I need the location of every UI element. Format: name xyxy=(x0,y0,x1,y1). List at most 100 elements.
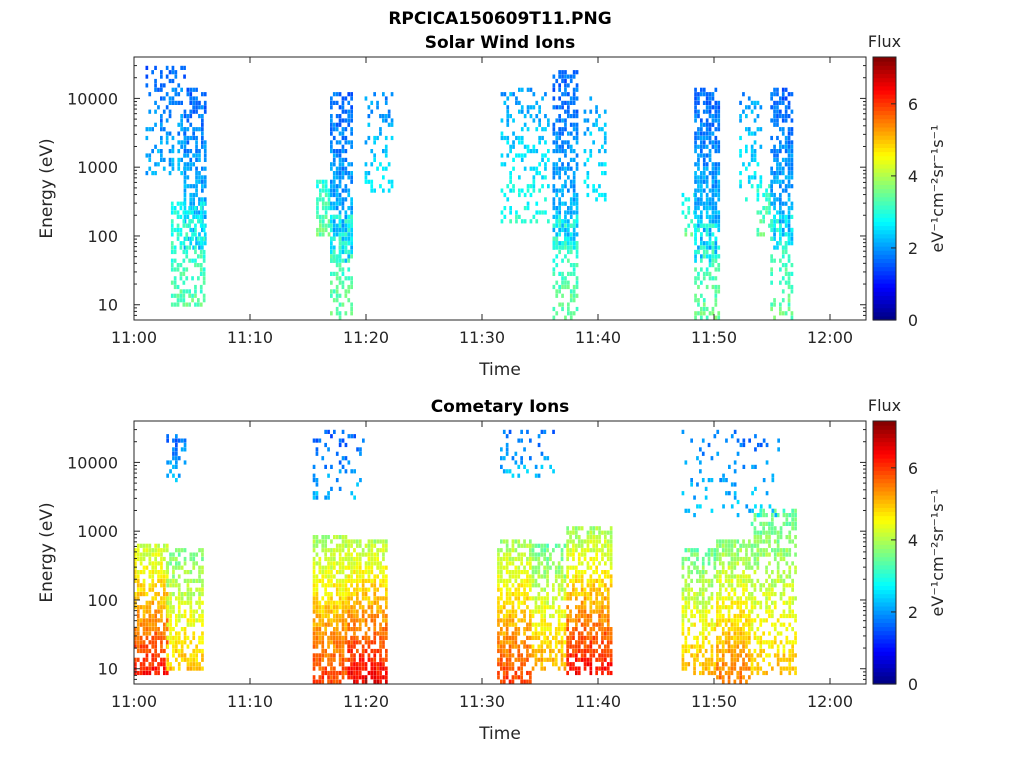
flux-cell xyxy=(194,223,197,228)
flux-cell xyxy=(353,609,356,614)
flux-cell xyxy=(543,648,546,654)
flux-cell xyxy=(500,666,503,671)
flux-cell xyxy=(177,122,181,127)
flux-cell xyxy=(148,627,152,632)
flux-cell xyxy=(312,438,316,443)
flux-cell xyxy=(779,201,782,206)
flux-cell xyxy=(589,600,593,605)
flux-cell xyxy=(186,118,190,123)
flux-cell xyxy=(529,653,532,658)
flux-cell xyxy=(176,214,180,219)
flux-cell xyxy=(560,635,564,640)
flux-cell xyxy=(719,618,722,623)
flux-cell xyxy=(566,543,569,548)
flux-cell xyxy=(684,578,688,583)
colorbar-tick-label: 0 xyxy=(908,311,918,330)
flux-cell xyxy=(569,530,572,535)
flux-cell xyxy=(762,548,765,553)
flux-cell xyxy=(719,539,722,544)
panel-title-cometary: Cometary Ions xyxy=(431,397,570,417)
flux-cell xyxy=(505,675,509,680)
flux-cell xyxy=(586,184,590,189)
flux-cell xyxy=(526,657,529,662)
flux-cell xyxy=(202,280,206,285)
flux-cell xyxy=(175,613,178,619)
flux-cell xyxy=(332,192,336,198)
flux-cell xyxy=(552,87,556,92)
flux-cell xyxy=(700,311,703,316)
flux-cell xyxy=(327,219,331,224)
flux-cell xyxy=(315,552,319,557)
flux-cell xyxy=(583,556,587,562)
flux-cell xyxy=(523,464,526,469)
flux-cell xyxy=(182,289,186,294)
flux-cell xyxy=(711,219,715,224)
flux-cell xyxy=(341,135,345,141)
flux-cell xyxy=(324,548,327,553)
flux-cell xyxy=(719,578,722,583)
flux-cell xyxy=(183,192,187,198)
flux-cell xyxy=(566,539,569,544)
flux-cell xyxy=(609,574,613,579)
flux-cell xyxy=(350,96,353,101)
flux-cell xyxy=(540,561,544,566)
flux-cell xyxy=(577,613,581,619)
flux-cell xyxy=(344,157,348,162)
flux-cell xyxy=(183,171,187,176)
flux-cell xyxy=(690,552,693,557)
flux-cell xyxy=(557,648,561,654)
flux-cell xyxy=(750,600,754,605)
flux-cell xyxy=(681,648,685,654)
flux-cell xyxy=(136,605,140,610)
flux-cell xyxy=(185,289,189,294)
colorbar-step xyxy=(873,102,896,107)
flux-cell xyxy=(714,87,718,92)
flux-cell xyxy=(784,267,788,272)
flux-cell xyxy=(177,548,181,553)
flux-cell xyxy=(508,596,512,601)
flux-cell xyxy=(700,219,703,224)
flux-cell xyxy=(353,675,356,680)
flux-cell xyxy=(173,206,177,211)
flux-cell xyxy=(177,157,181,162)
flux-cell xyxy=(523,644,526,649)
flux-cell xyxy=(324,648,327,654)
flux-cell xyxy=(341,596,345,601)
flux-cell xyxy=(787,236,791,241)
flux-cell xyxy=(739,543,742,548)
flux-cell xyxy=(505,548,509,553)
flux-cell xyxy=(145,666,149,671)
flux-cell xyxy=(583,635,587,640)
flux-cell xyxy=(561,245,564,250)
colorbar-step xyxy=(873,167,896,173)
flux-cell xyxy=(567,271,570,276)
flux-cell xyxy=(546,592,549,597)
flux-cell xyxy=(192,162,195,167)
flux-cell xyxy=(523,543,526,548)
flux-cell xyxy=(730,618,734,623)
flux-cell xyxy=(710,578,714,583)
flux-cell xyxy=(172,570,175,575)
flux-cell xyxy=(356,556,359,562)
flux-cell xyxy=(742,574,745,579)
flux-cell xyxy=(151,622,155,627)
flux-cell xyxy=(186,92,190,97)
flux-cell xyxy=(338,600,342,605)
colorbar-step xyxy=(873,114,896,120)
flux-cell xyxy=(324,188,328,193)
flux-cell xyxy=(198,245,201,250)
colorbar-step xyxy=(873,217,896,222)
flux-cell xyxy=(180,157,183,162)
flux-cell xyxy=(595,648,598,654)
flux-cell xyxy=(199,206,203,211)
flux-cell xyxy=(541,127,544,132)
flux-cell xyxy=(344,666,348,671)
flux-cell xyxy=(517,543,521,548)
flux-cell xyxy=(773,583,777,588)
flux-cell xyxy=(537,657,541,662)
flux-cell xyxy=(770,166,773,171)
flux-cell xyxy=(724,548,728,553)
flux-cell xyxy=(170,232,174,237)
flux-cell xyxy=(520,460,523,465)
flux-cell xyxy=(315,543,319,548)
